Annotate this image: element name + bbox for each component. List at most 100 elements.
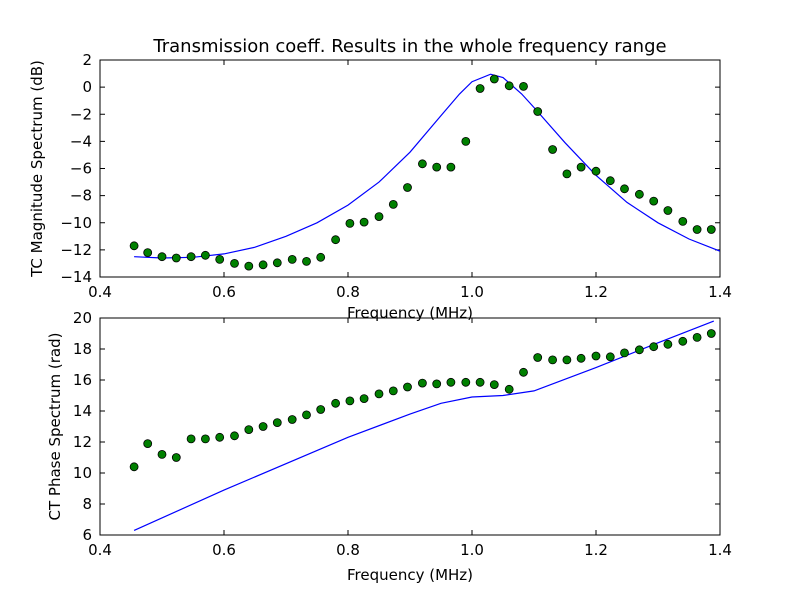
data-point: [302, 410, 311, 420]
data-point: [403, 183, 412, 192]
data-point: [605, 352, 615, 362]
x-tick-label: 1.4: [708, 541, 732, 559]
x-tick-label: 0.8: [336, 541, 360, 559]
data-point: [230, 431, 239, 441]
y-tick-label: −12: [60, 241, 92, 259]
x-tick-label: 1.0: [460, 283, 484, 301]
data-point: [620, 348, 629, 358]
axes-frame: [99, 59, 721, 278]
data-point: [562, 169, 572, 179]
x-tick-label: 0.4: [88, 541, 112, 559]
x-tick-label: 0.8: [336, 283, 360, 301]
y-tick-label: −4: [70, 132, 92, 150]
data-point: [171, 453, 181, 462]
data-point: [489, 380, 499, 390]
data-point: [200, 250, 210, 260]
data-point: [446, 162, 456, 172]
data-point: [533, 107, 543, 116]
data-point: [143, 248, 153, 258]
data-point: [417, 159, 427, 169]
data-point: [215, 254, 225, 264]
data-point: [562, 355, 572, 365]
data-point: [635, 345, 644, 355]
y-tick-label: −10: [60, 214, 92, 232]
data-point: [186, 252, 196, 262]
data-point: [359, 394, 369, 404]
data-point: [359, 217, 369, 227]
x-tick-label: 0.4: [88, 283, 112, 301]
data-point: [129, 462, 139, 472]
data-point: [591, 351, 601, 361]
data-point: [230, 258, 239, 268]
data-point: [461, 377, 471, 387]
data-point: [272, 418, 282, 428]
y-tick-label: 2: [82, 51, 92, 69]
data-point: [663, 339, 673, 349]
data-point: [345, 396, 355, 406]
axes-frame: [99, 317, 721, 536]
data-point: [504, 81, 514, 91]
y-axis-label: TC Magnitude Spectrum (dB): [28, 60, 46, 278]
data-point: [316, 405, 326, 414]
y-tick-label: −14: [60, 268, 92, 286]
data-point: [432, 379, 442, 389]
data-point: [215, 432, 225, 442]
data-point: [388, 199, 398, 209]
data-point: [446, 377, 456, 387]
data-point: [244, 425, 254, 435]
y-tick-label: 10: [73, 464, 92, 482]
data-point: [706, 225, 716, 234]
y-tick-label: 18: [73, 340, 92, 358]
data-point: [620, 184, 629, 194]
x-tick-label: 0.6: [212, 283, 236, 301]
data-point: [374, 212, 384, 222]
phase-plot: 0.4 0.6 0.8 1.0 1.2 1.4 20 18 16 14 12 10 8 6 Frequenc…: [46, 309, 732, 584]
data-point: [519, 367, 528, 377]
y-tick-label: −2: [70, 105, 92, 123]
data-point: [548, 145, 557, 154]
plot-area: [133, 320, 715, 531]
data-point: [678, 216, 688, 226]
y-tick-label: 8: [82, 495, 92, 513]
data-point: [345, 218, 355, 228]
model-curve: [133, 320, 715, 531]
data-point: [635, 189, 644, 199]
data-point: [663, 206, 673, 215]
data-point: [272, 258, 282, 268]
plot-area: [134, 73, 720, 259]
data-point: [576, 353, 586, 363]
chart-title: Transmission coeff. Results in the whole…: [152, 36, 666, 57]
y-tick-label: −6: [70, 160, 92, 178]
data-point: [129, 241, 139, 251]
data-point: [331, 235, 341, 245]
data-point: [331, 398, 341, 408]
data-point: [432, 162, 442, 172]
x-axis-label: Frequency (MHz): [347, 566, 473, 584]
data-point: [475, 84, 485, 93]
y-tick-label: 16: [73, 371, 92, 389]
data-point: [417, 378, 427, 388]
data-point: [692, 225, 702, 234]
x-tick-label: 1.0: [460, 541, 484, 559]
y-tick-label: 0: [82, 78, 92, 96]
data-point: [519, 82, 528, 91]
y-tick-label: 14: [73, 402, 92, 420]
data-point: [489, 74, 499, 84]
data-point: [244, 261, 254, 271]
magnitude-plot: 0.4 0.6 0.8 1.0 1.2 1.4 2 0 −2 −4 −6 −8 −10 −12 −14 Fre…: [28, 51, 732, 322]
data-point: [374, 389, 384, 399]
data-point: [461, 136, 471, 146]
data-point: [403, 382, 412, 392]
data-point: [692, 332, 702, 342]
data-point: [649, 196, 659, 206]
data-point: [143, 439, 153, 449]
x-tick-label: 1.4: [708, 283, 732, 301]
x-tick-label: 0.6: [212, 541, 236, 559]
y-tick-label: 6: [82, 526, 92, 544]
data-point: [171, 253, 181, 263]
data-point: [186, 434, 196, 444]
data-point: [548, 355, 557, 365]
data-point: [157, 449, 167, 459]
data-point: [649, 342, 659, 352]
y-tick-label: −8: [70, 187, 92, 205]
